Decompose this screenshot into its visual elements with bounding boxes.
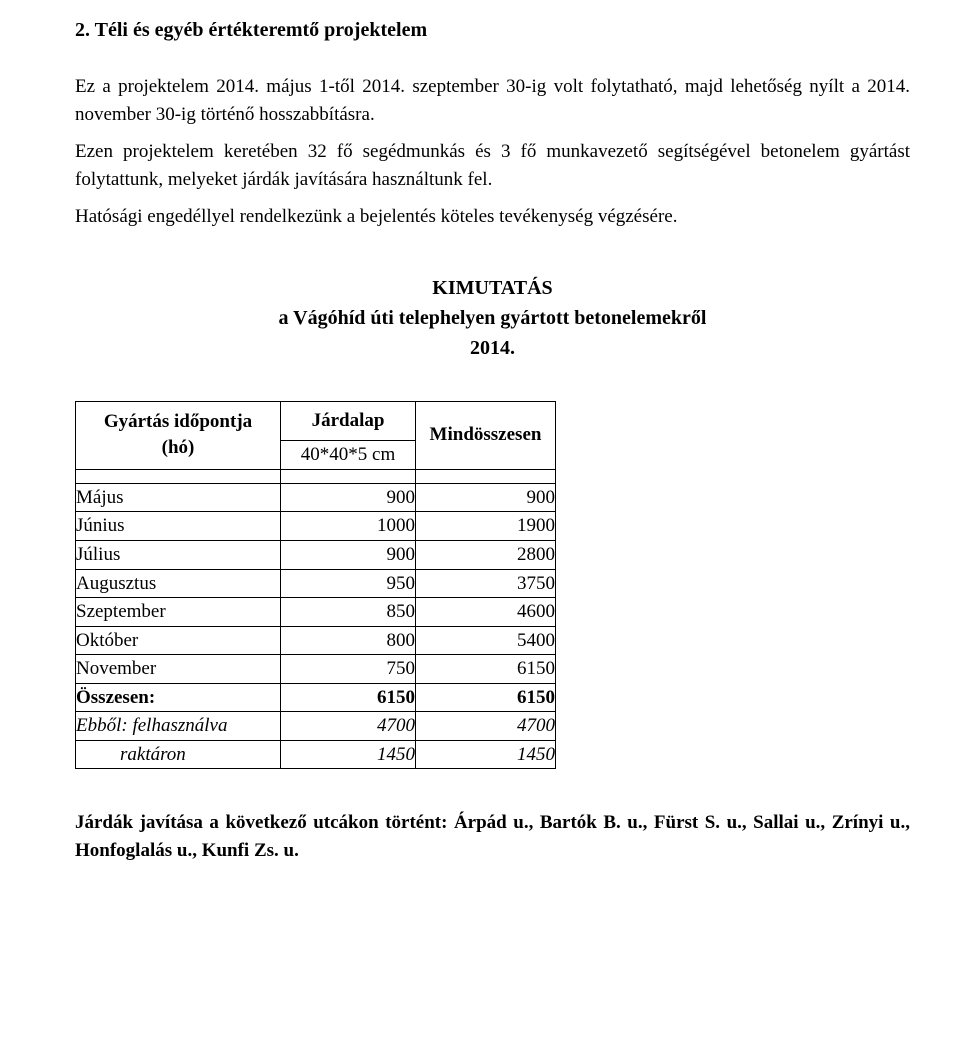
col-header-total: Mindösszesen <box>416 401 556 469</box>
table-row: Összesen:61506150 <box>76 683 556 712</box>
row-total: 6150 <box>416 655 556 684</box>
report-title-line2: a Vágóhíd úti telephelyen gyártott beton… <box>75 303 910 333</box>
row-label: Október <box>76 626 281 655</box>
row-label: Ebből: felhasználva <box>76 712 281 741</box>
row-total: 4600 <box>416 598 556 627</box>
table-row: November7506150 <box>76 655 556 684</box>
table-row: Május900900 <box>76 483 556 512</box>
table-row: Június10001900 <box>76 512 556 541</box>
table-row: Ebből: felhasználva47004700 <box>76 712 556 741</box>
row-value: 6150 <box>281 683 416 712</box>
footer-line1: Járdák javítása a következő utcákon tört… <box>75 812 825 833</box>
row-total: 6150 <box>416 683 556 712</box>
col-subheader-size: 40*40*5 cm <box>281 441 416 470</box>
row-label: Június <box>76 512 281 541</box>
table-row: raktáron14501450 <box>76 740 556 769</box>
row-total: 1900 <box>416 512 556 541</box>
col-header-jardalap-text: Járdalap <box>285 408 411 435</box>
footer-paragraph: Járdák javítása a következő utcákon tört… <box>75 809 910 864</box>
section-heading: 2. Téli és egyéb értékteremtő projektele… <box>75 16 910 45</box>
row-value: 850 <box>281 598 416 627</box>
production-table: Gyártás időpontja (hó) Járdalap Mindössz… <box>75 401 556 770</box>
row-label: Szeptember <box>76 598 281 627</box>
col-header-period-line2: (hó) <box>80 435 276 462</box>
col-header-jardalap: Járdalap <box>281 401 416 441</box>
report-title-line3: 2014. <box>75 333 910 363</box>
row-value: 1000 <box>281 512 416 541</box>
paragraph-3: Hatósági engedéllyel rendelkezünk a beje… <box>75 203 910 231</box>
row-total: 1450 <box>416 740 556 769</box>
row-value: 900 <box>281 483 416 512</box>
row-label: Augusztus <box>76 569 281 598</box>
report-title-line1: KIMUTATÁS <box>75 273 910 303</box>
paragraph-2: Ezen projektelem keretében 32 fő segédmu… <box>75 138 910 193</box>
col-header-period: Gyártás időpontja (hó) <box>76 401 281 469</box>
table-body: Május900900Június10001900Július9002800Au… <box>76 469 556 768</box>
table-row: Július9002800 <box>76 540 556 569</box>
table-row: Szeptember8504600 <box>76 598 556 627</box>
row-value: 750 <box>281 655 416 684</box>
table-row: Augusztus9503750 <box>76 569 556 598</box>
row-label: Május <box>76 483 281 512</box>
col-header-total-text: Mindösszesen <box>420 422 551 449</box>
row-label: November <box>76 655 281 684</box>
col-header-period-line1: Gyártás időpontja <box>80 409 276 436</box>
report-title-block: KIMUTATÁS a Vágóhíd úti telephelyen gyár… <box>75 273 910 363</box>
paragraph-1: Ez a projektelem 2014. május 1-től 2014.… <box>75 73 910 128</box>
row-label: raktáron <box>76 740 281 769</box>
table-row: Október8005400 <box>76 626 556 655</box>
table-header-row-1: Gyártás időpontja (hó) Járdalap Mindössz… <box>76 401 556 441</box>
production-table-wrap: Gyártás időpontja (hó) Járdalap Mindössz… <box>75 401 910 770</box>
row-value: 4700 <box>281 712 416 741</box>
table-spacer-row <box>76 469 556 483</box>
row-total: 2800 <box>416 540 556 569</box>
row-value: 950 <box>281 569 416 598</box>
row-value: 800 <box>281 626 416 655</box>
row-total: 4700 <box>416 712 556 741</box>
row-label: Július <box>76 540 281 569</box>
row-label: Összesen: <box>76 683 281 712</box>
row-total: 900 <box>416 483 556 512</box>
row-value: 1450 <box>281 740 416 769</box>
row-total: 5400 <box>416 626 556 655</box>
row-total: 3750 <box>416 569 556 598</box>
row-value: 900 <box>281 540 416 569</box>
